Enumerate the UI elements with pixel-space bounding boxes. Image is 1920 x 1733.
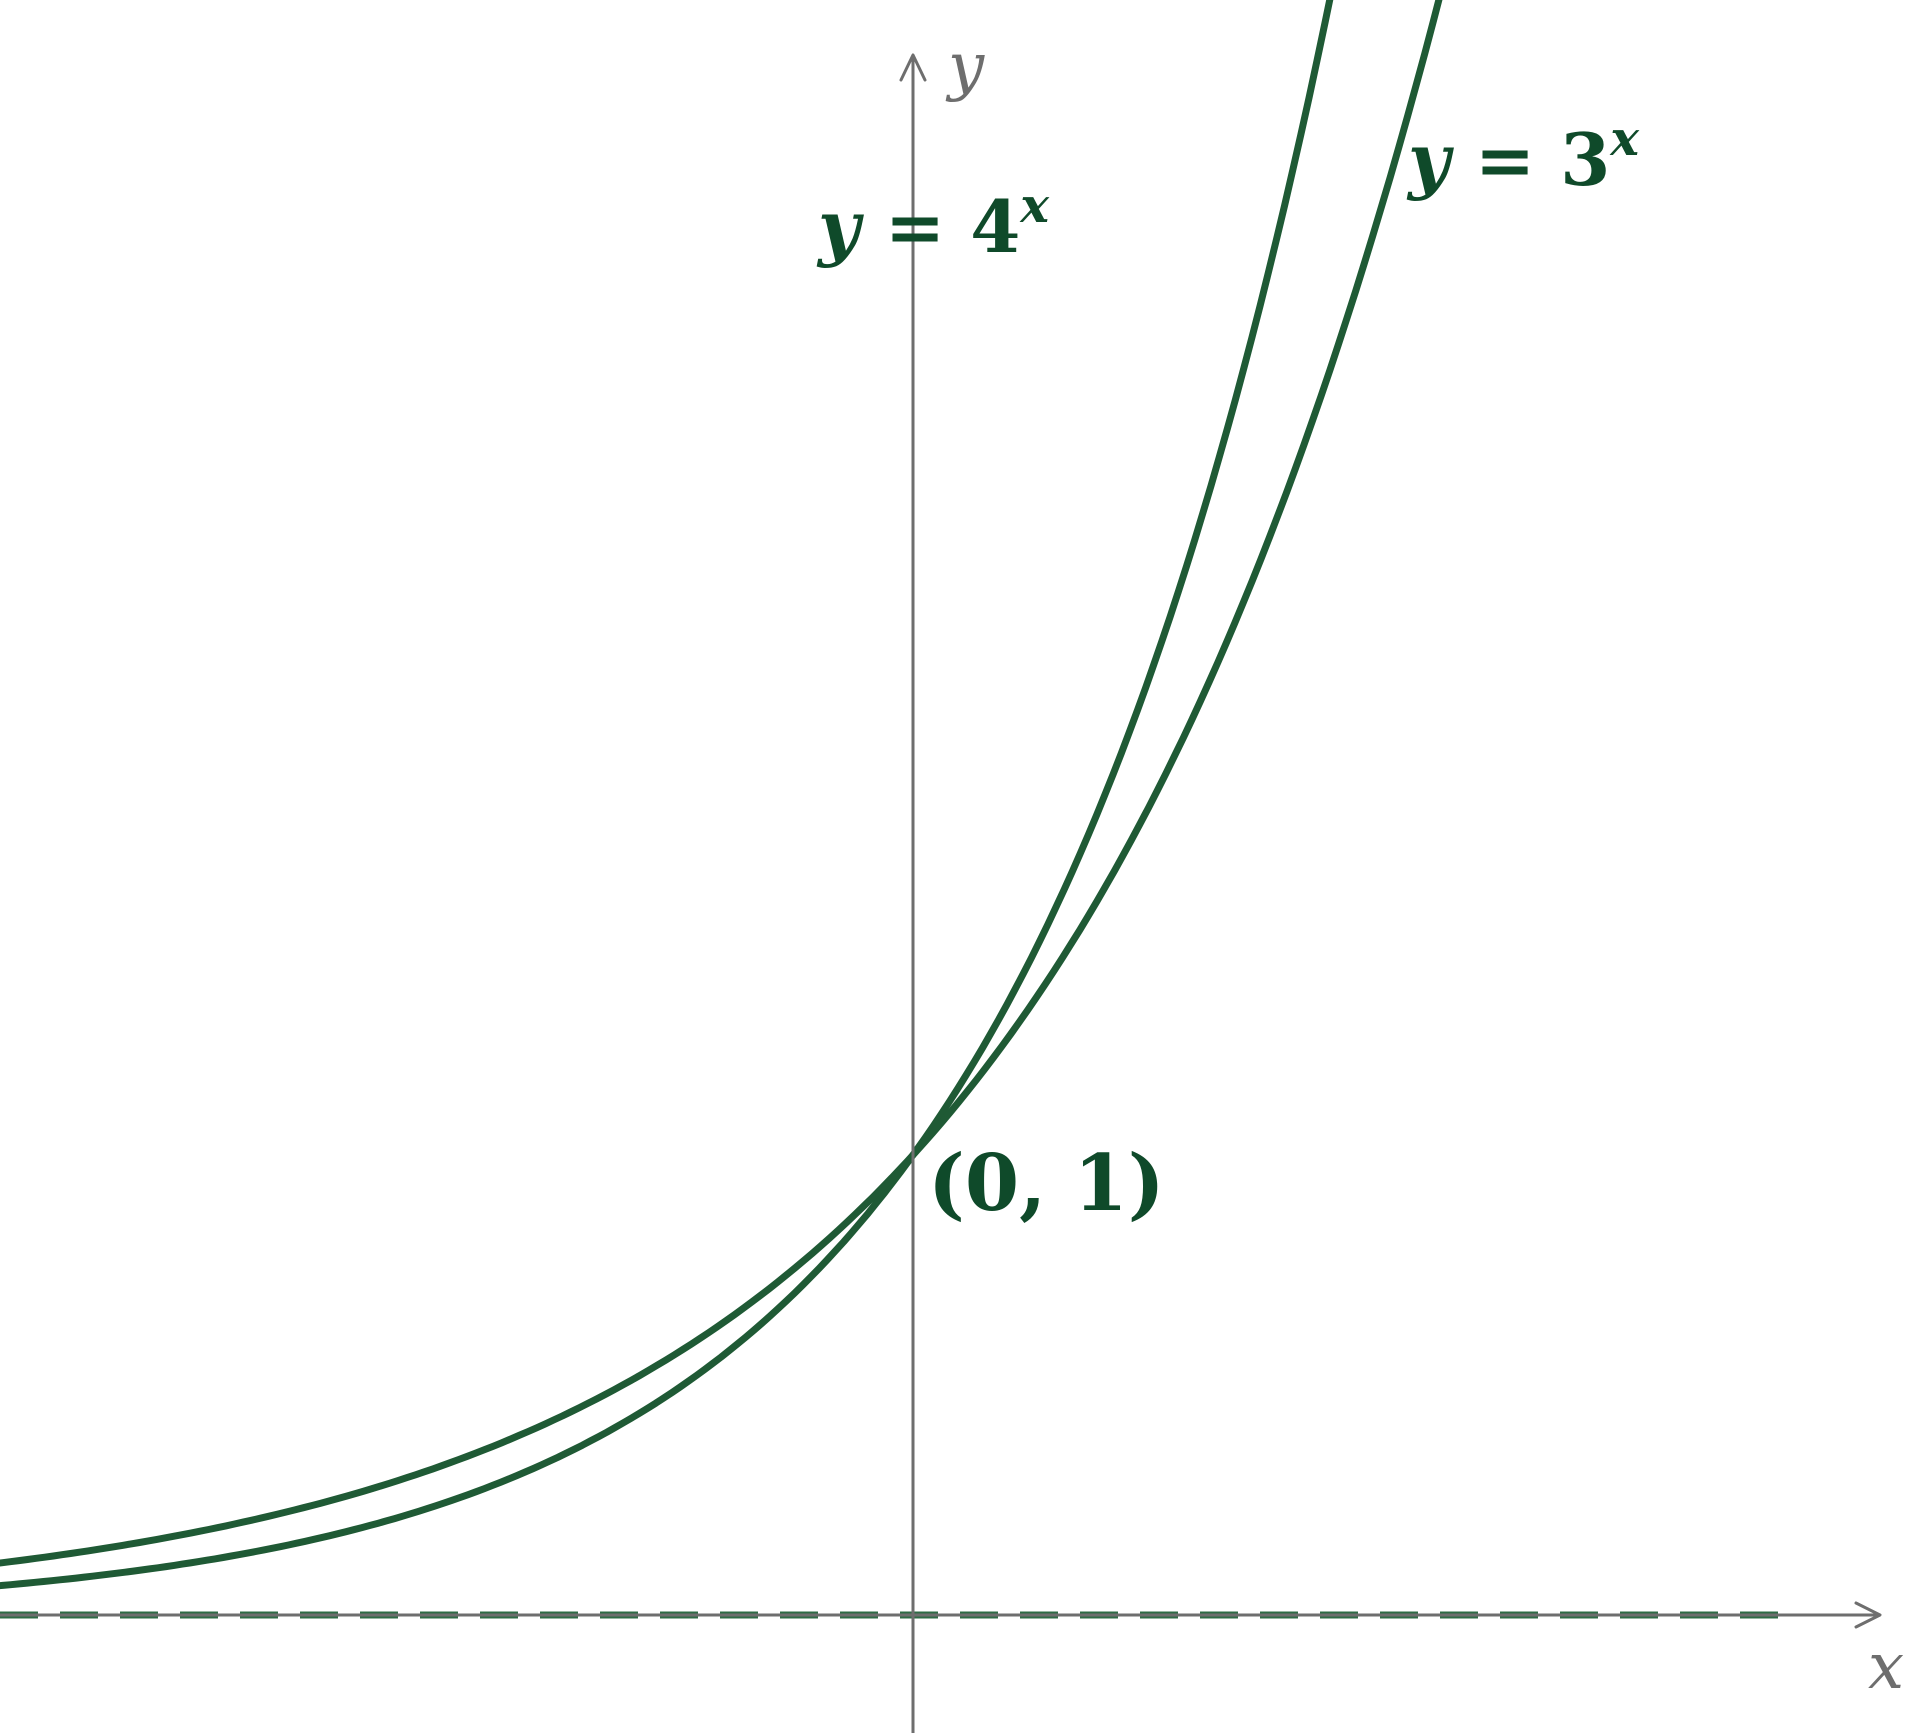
y-axis-label: y: [945, 30, 985, 104]
series-label-var: y: [1406, 117, 1454, 202]
y-axis-arrow: [899, 53, 927, 82]
series-label-3x: y = 3x: [1406, 111, 1640, 202]
intersection-point-label: (0, 1): [928, 1138, 1165, 1229]
series-label-sup: x: [1609, 111, 1640, 167]
x-axis-arrow: [1854, 1601, 1882, 1629]
series-label-sup: x: [1019, 178, 1050, 234]
series-curve-base-4: [0, 0, 1334, 1590]
series-label-var: y: [816, 184, 864, 269]
series-curve-base-3: [0, 0, 1443, 1567]
series-label-eq: = 3: [1450, 117, 1611, 202]
x-axis-label: x: [1868, 1630, 1904, 1704]
series-label-4x: y = 4x: [816, 178, 1050, 269]
series-label-eq: = 4: [860, 184, 1021, 269]
